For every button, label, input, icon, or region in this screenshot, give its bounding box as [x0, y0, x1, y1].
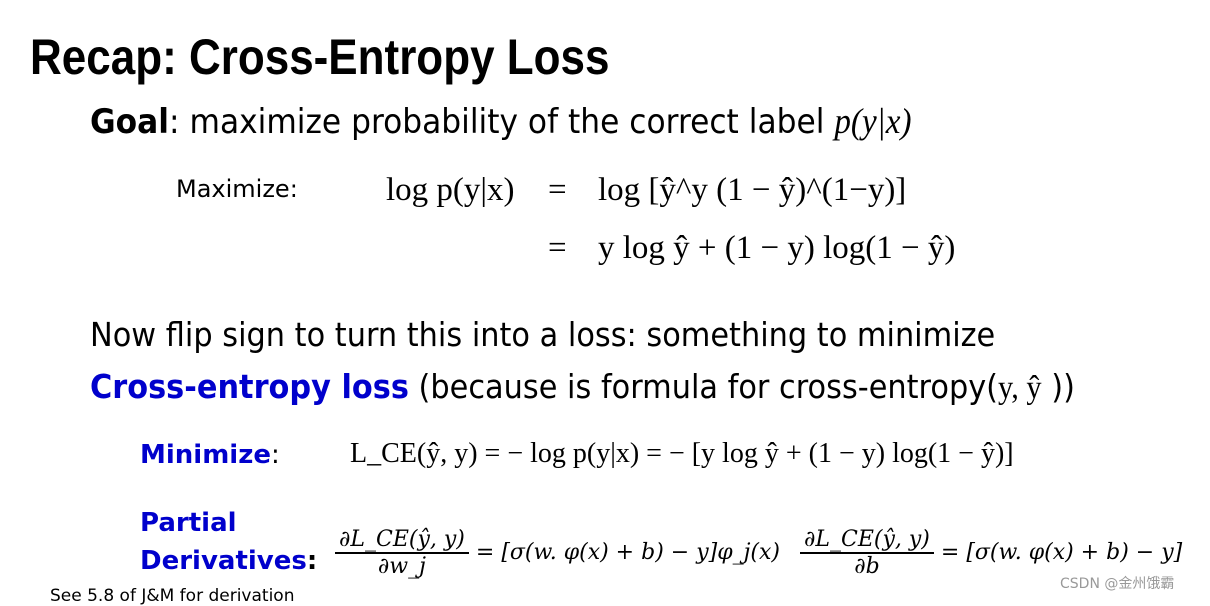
partial-label: Partial	[140, 508, 237, 538]
minimize-label: Minimize	[140, 440, 271, 470]
maximize-lhs: log p(y|x)	[386, 172, 515, 208]
derivatives-label-wrap: Derivatives:	[140, 546, 317, 576]
slide-title: Recap: Cross-Entropy Loss	[30, 29, 610, 85]
maximize-eq2: =	[548, 230, 567, 266]
derivative-b: ∂L_CE(ŷ, y) ∂b = [σ(w. φ(x) + b) − y]	[800, 527, 1182, 579]
derivative-b-rhs: = [σ(w. φ(x) + b) − y]	[940, 540, 1183, 565]
derivatives-label: Derivatives	[140, 546, 307, 576]
derivatives-colon: :	[306, 546, 318, 576]
cross-entropy-line: Cross-entropy loss (because is formula f…	[90, 367, 1075, 407]
cross-entropy-close: ))	[1041, 367, 1075, 406]
derivative-b-numerator: ∂L_CE(ŷ, y)	[800, 527, 934, 554]
derivative-w: ∂L_CE(ŷ, y) ∂w_j = [σ(w. φ(x) + b) − y]φ_…	[335, 527, 780, 579]
goal-line: Goal: maximize probability of the correc…	[90, 100, 912, 142]
cross-entropy-note: (because is formula for cross-entropy(	[408, 367, 999, 406]
derivative-b-denominator: ∂b	[854, 554, 880, 579]
flip-sign-line: Now flip sign to turn this into a loss: …	[90, 315, 996, 354]
maximize-rhs1: log [ŷ^y (1 − ŷ)^(1−y)]	[598, 172, 907, 208]
maximize-eq1: =	[548, 172, 567, 208]
derivative-w-numerator: ∂L_CE(ŷ, y)	[335, 527, 469, 554]
minimize-colon: :	[270, 440, 280, 470]
minimize-label-wrap: Minimize:	[140, 440, 280, 470]
maximize-label: Maximize:	[176, 175, 298, 203]
minimize-formula: L_CE(ŷ, y) = − log p(y|x) = − [y log ŷ +…	[350, 438, 1014, 469]
derivative-w-rhs: = [σ(w. φ(x) + b) − y]φ_j(x)	[475, 540, 781, 565]
cross-entropy-args: y, ŷ	[998, 370, 1042, 406]
goal-math: p(y|x)	[834, 101, 912, 141]
goal-text: : maximize probability of the correct la…	[169, 102, 835, 142]
watermark: CSDN @金州饿霸	[1060, 576, 1175, 592]
goal-label: Goal	[90, 102, 170, 142]
footnote: See 5.8 of J&M for derivation	[50, 586, 295, 606]
derivative-w-denominator: ∂w_j	[377, 554, 426, 579]
maximize-rhs2: y log ŷ + (1 − y) log(1 − ŷ)	[598, 230, 956, 266]
cross-entropy-label: Cross-entropy loss	[90, 367, 409, 406]
